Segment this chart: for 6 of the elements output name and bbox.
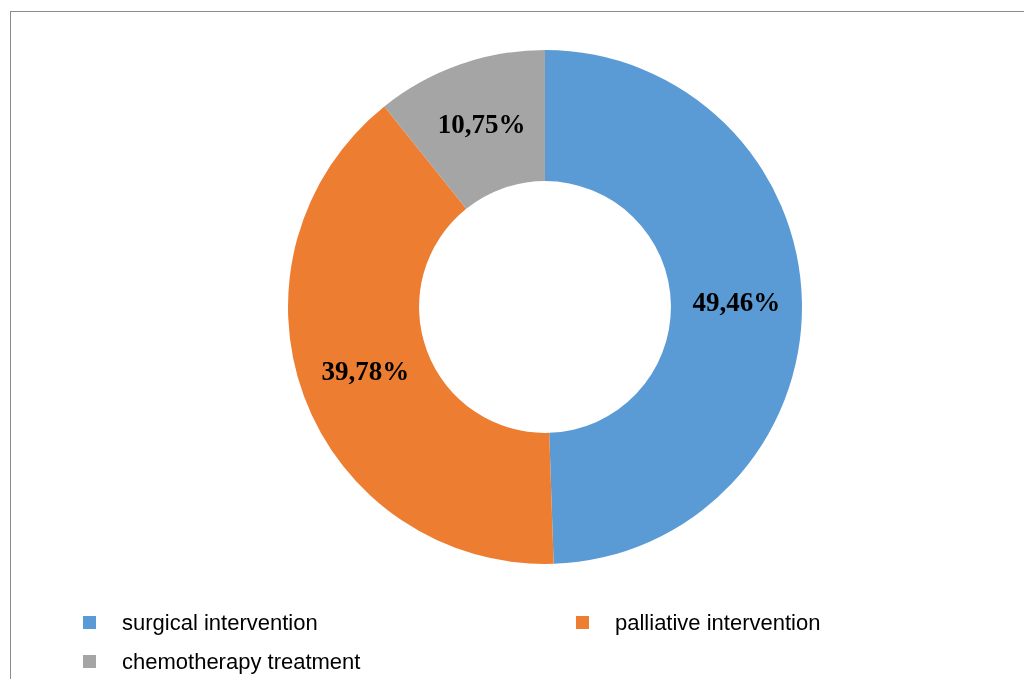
data-label: 49,46% <box>692 286 781 317</box>
legend-label: chemotherapy treatment <box>122 648 361 675</box>
data-label: 10,75% <box>437 109 526 140</box>
data-label: 39,78% <box>321 356 410 387</box>
legend-label: palliative intervention <box>615 609 821 636</box>
legend-label: surgical intervention <box>122 609 318 636</box>
